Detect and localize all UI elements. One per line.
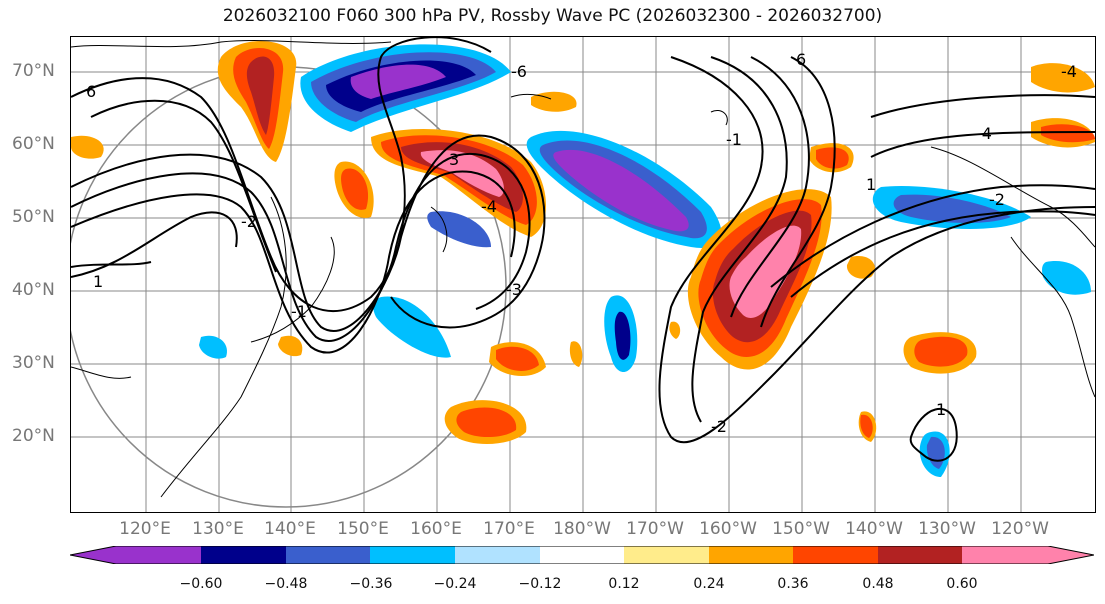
contour-label: -3: [506, 280, 522, 299]
colorbar: [70, 546, 1094, 564]
contour-label: 6: [86, 82, 96, 101]
colorbar-segment: [540, 546, 624, 564]
colorbar-tick: 0.12: [608, 576, 640, 592]
colorbar-tick: 0.60: [946, 576, 978, 592]
lat-label: 40°N: [12, 280, 55, 300]
lon-label: 170°W: [626, 519, 684, 539]
colorbar-segment: [962, 546, 1094, 564]
lon-label: 170°E: [483, 519, 535, 539]
positive-anomaly-shading: [71, 40, 1095, 444]
lon-label: 150°E: [337, 519, 389, 539]
colorbar-tick: 0.24: [693, 576, 725, 592]
colorbar-tick: −0.60: [179, 576, 223, 592]
colorbar-tick: −0.36: [349, 576, 393, 592]
lat-label: 50°N: [12, 207, 55, 227]
chart-title: 2026032100 F060 300 hPa PV, Rossby Wave …: [222, 6, 883, 26]
colorbar-segment: [878, 546, 962, 564]
contour-label: 6: [796, 50, 806, 69]
lon-label: 140°W: [845, 519, 903, 539]
contour-label: -2: [989, 190, 1005, 209]
lon-label: 150°W: [772, 519, 830, 539]
contour-label: 1: [866, 175, 876, 194]
lon-label: 130°E: [192, 519, 244, 539]
lon-label: 180°W: [553, 519, 611, 539]
colorbar-segment: [370, 546, 455, 564]
contour-label: 1: [93, 272, 103, 291]
colorbar-segment: [709, 546, 793, 564]
contour-label: -1: [726, 130, 742, 149]
lat-label: 30°N: [12, 353, 55, 373]
colorbar-segment: [793, 546, 878, 564]
colorbar-tick: −0.12: [518, 576, 562, 592]
colorbar-segments: [70, 546, 1094, 564]
lat-label: 60°N: [12, 134, 55, 154]
colorbar-segment: [624, 546, 709, 564]
contour-label: 1: [936, 400, 946, 419]
contour-label-group: 6 1 -2 -1 3 -6 -4 -3 -1 6 -4 -2 1 -2 1 -…: [86, 50, 1077, 436]
contour-label: -4: [976, 124, 992, 143]
map-canvas: 6 1 -2 -1 3 -6 -4 -3 -1 6 -4 -2 1 -2 1 -…: [71, 37, 1095, 512]
colorbar-tick: 0.48: [862, 576, 894, 592]
negative-anomaly-shading: [199, 44, 1091, 477]
lon-label: 130°W: [918, 519, 976, 539]
colorbar-segment: [201, 546, 286, 564]
graticule: [71, 37, 1095, 512]
contour-label: -4: [481, 197, 497, 216]
lat-label: 70°N: [12, 61, 55, 81]
colorbar-segment: [70, 546, 201, 564]
colorbar-tick: −0.48: [264, 576, 308, 592]
colorbar-tick: 0.36: [777, 576, 809, 592]
contour-label: -4: [1061, 62, 1077, 81]
lon-label: 140°E: [264, 519, 316, 539]
contour-label: -2: [241, 212, 257, 231]
contour-lines: [71, 37, 1095, 462]
contour-label: 3: [449, 150, 459, 169]
colorbar-tick: −0.24: [433, 576, 477, 592]
lon-label: 160°W: [699, 519, 757, 539]
contour-label: -2: [711, 417, 727, 436]
map-panel: 6 1 -2 -1 3 -6 -4 -3 -1 6 -4 -2 1 -2 1 -…: [70, 36, 1096, 513]
contour-label: -6: [511, 62, 527, 81]
lon-label: 120°E: [119, 519, 171, 539]
coastlines: [71, 40, 1095, 498]
colorbar-segment: [286, 546, 370, 564]
lon-label: 160°E: [410, 519, 462, 539]
colorbar-segment: [455, 546, 540, 564]
lon-label: 120°W: [991, 519, 1049, 539]
lat-label: 20°N: [12, 426, 55, 446]
contour-label: -1: [291, 302, 307, 321]
